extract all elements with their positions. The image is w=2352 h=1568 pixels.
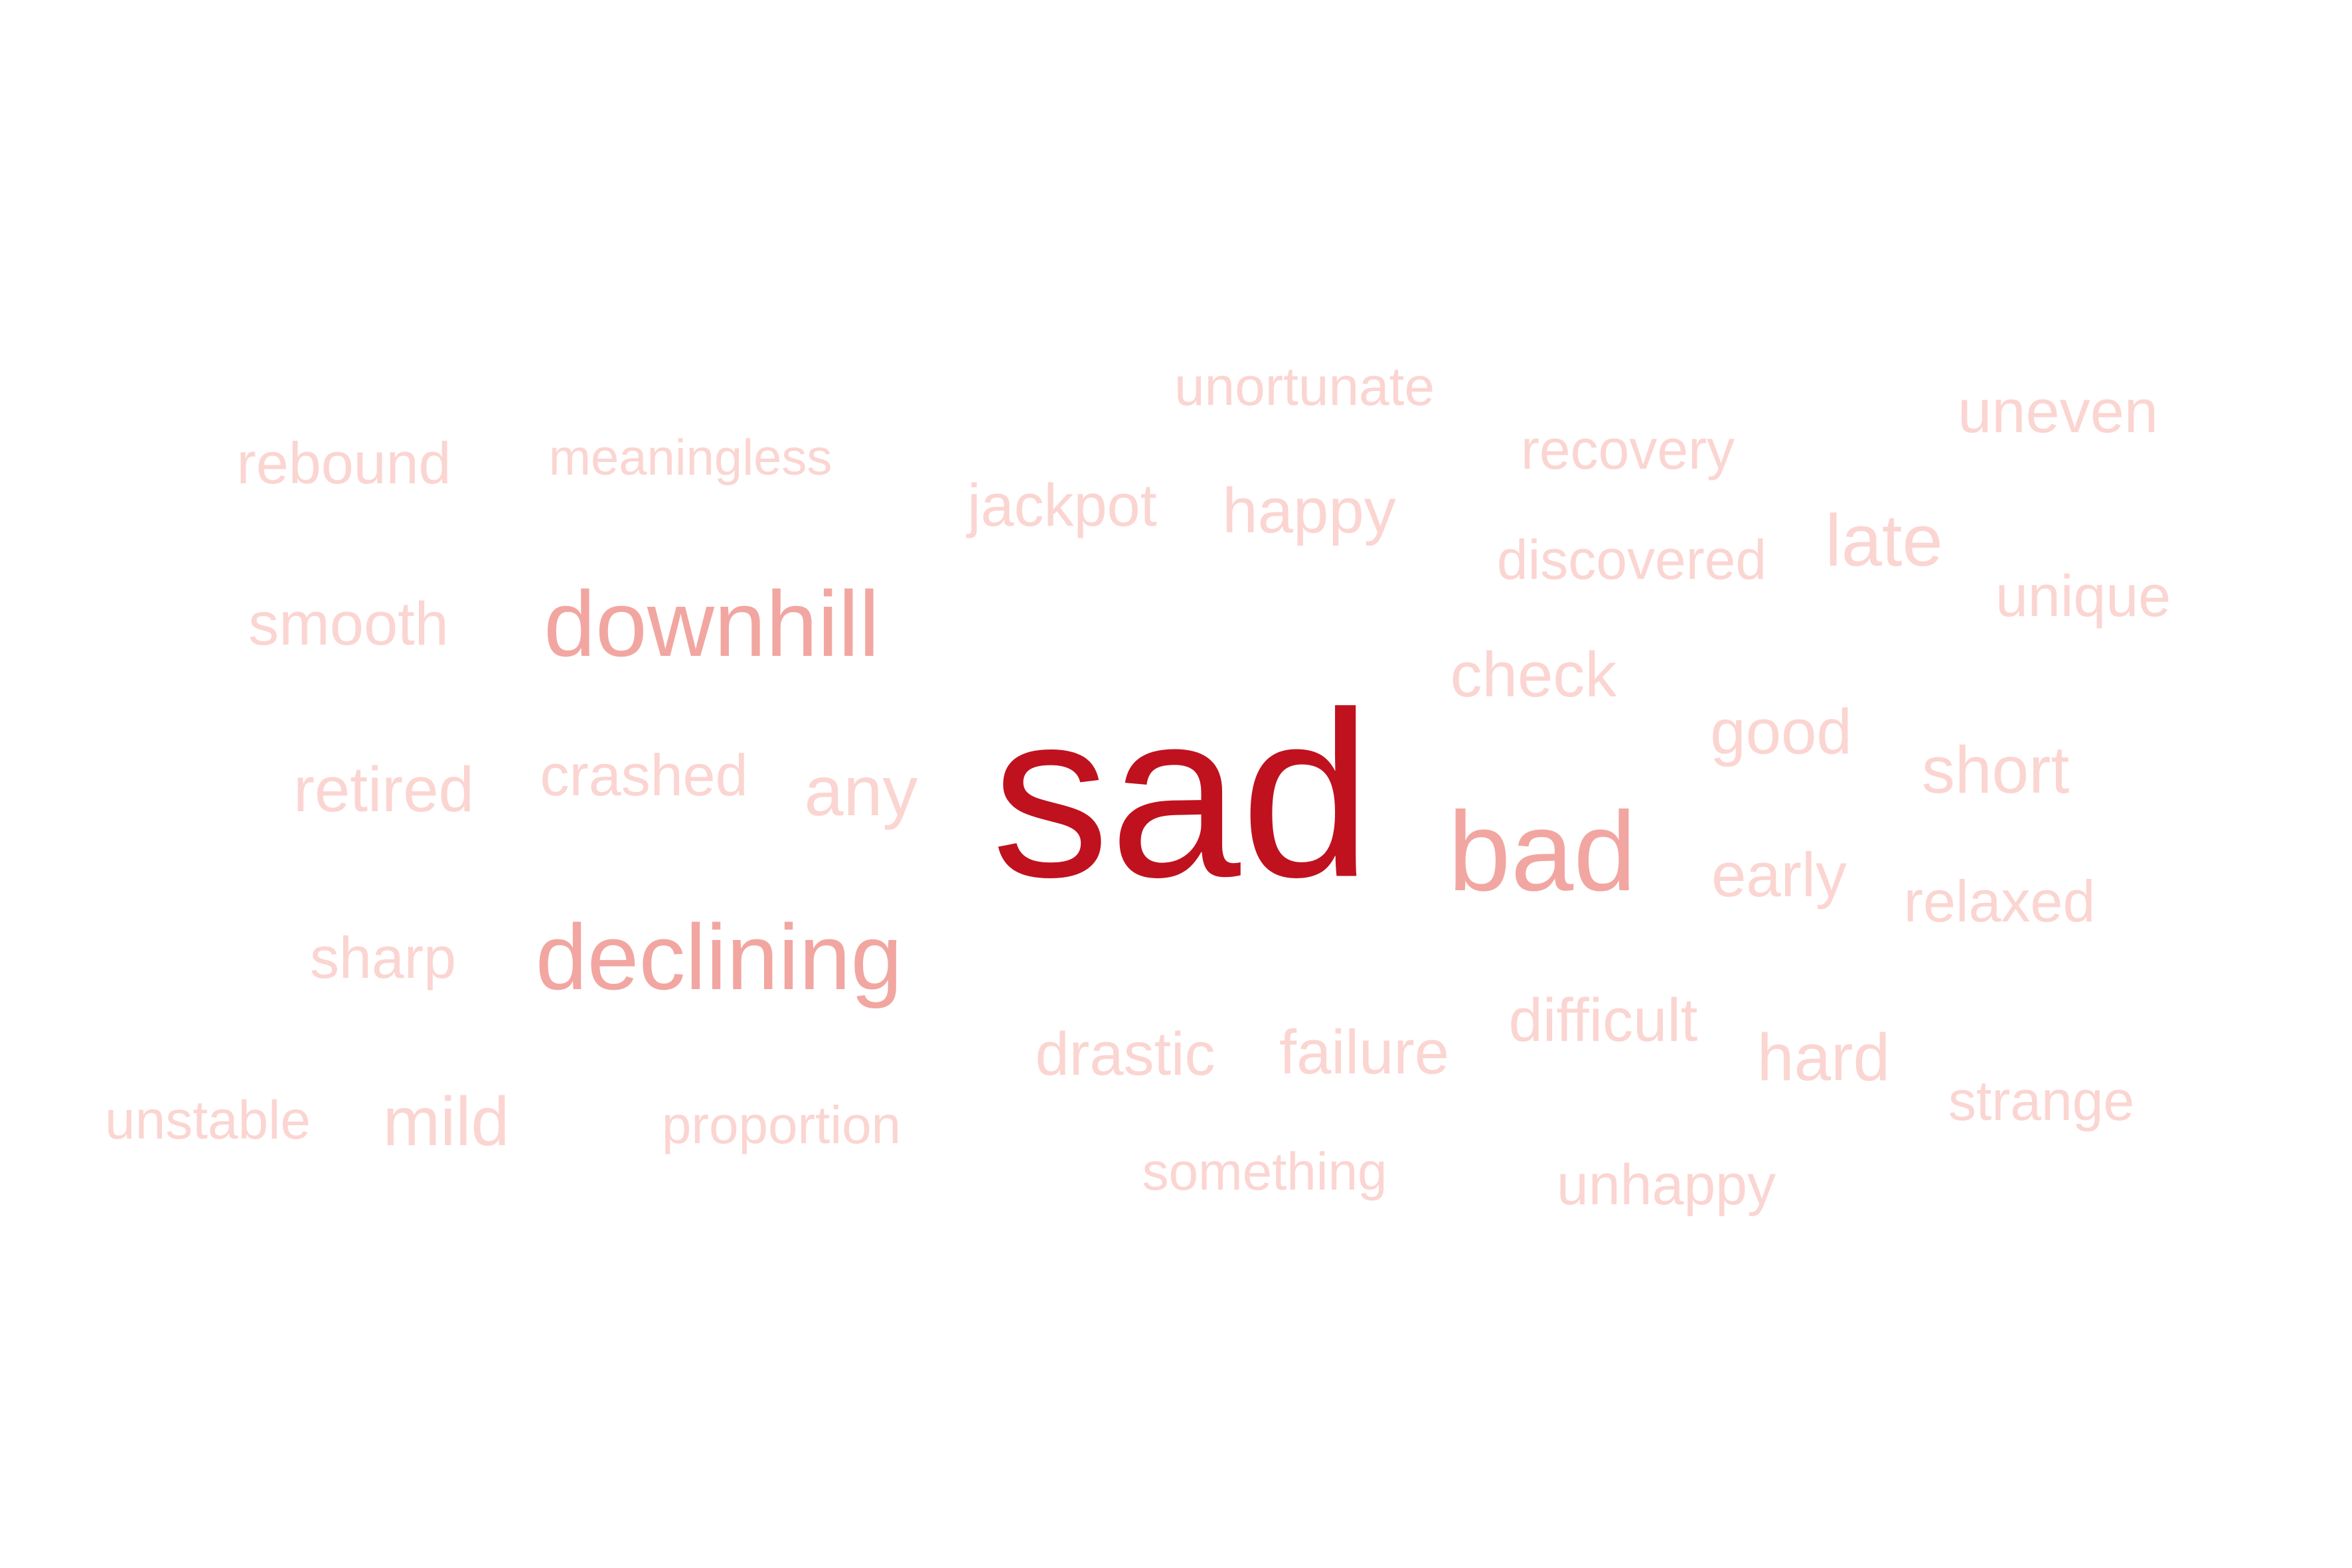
word-bad: bad	[1448, 789, 1636, 915]
word-happy: happy	[1222, 475, 1396, 546]
word-uneven: uneven	[1958, 378, 2158, 445]
word-smooth: smooth	[248, 590, 449, 658]
word-drastic: drastic	[1035, 1020, 1215, 1088]
word-unstable: unstable	[104, 1090, 311, 1150]
word-early: early	[1711, 840, 1847, 909]
word-declining: declining	[535, 905, 903, 1009]
word-check: check	[1450, 639, 1617, 710]
word-sad: sad	[991, 663, 1372, 927]
word-crashed: crashed	[540, 742, 748, 808]
word-discovered: discovered	[1496, 528, 1767, 591]
word-unique: unique	[1995, 563, 2171, 629]
word-unortunate: unortunate	[1174, 356, 1435, 417]
word-mild: mild	[382, 1083, 510, 1160]
word-any: any	[804, 752, 918, 830]
word-failure: failure	[1279, 1017, 1450, 1087]
word-unhappy: unhappy	[1557, 1153, 1776, 1217]
word-short: short	[1921, 733, 2070, 807]
word-late: late	[1825, 500, 1943, 582]
word-rebound: rebound	[236, 430, 451, 496]
word-something: something	[1142, 1142, 1387, 1201]
word-downhill: downhill	[544, 572, 880, 676]
word-hard: hard	[1757, 1020, 1891, 1095]
word-recovery: recovery	[1520, 418, 1735, 481]
word-meaningless: meaningless	[548, 430, 832, 486]
word-strange: strange	[1948, 1069, 2135, 1132]
word-retired: retired	[293, 754, 475, 825]
word-good: good	[1710, 696, 1852, 767]
word-sharp: sharp	[309, 925, 457, 990]
word-proportion: proportion	[661, 1095, 902, 1154]
word-relaxed: relaxed	[1903, 868, 2096, 934]
word-difficult: difficult	[1508, 986, 1698, 1054]
word-jackpot: jackpot	[967, 473, 1157, 539]
